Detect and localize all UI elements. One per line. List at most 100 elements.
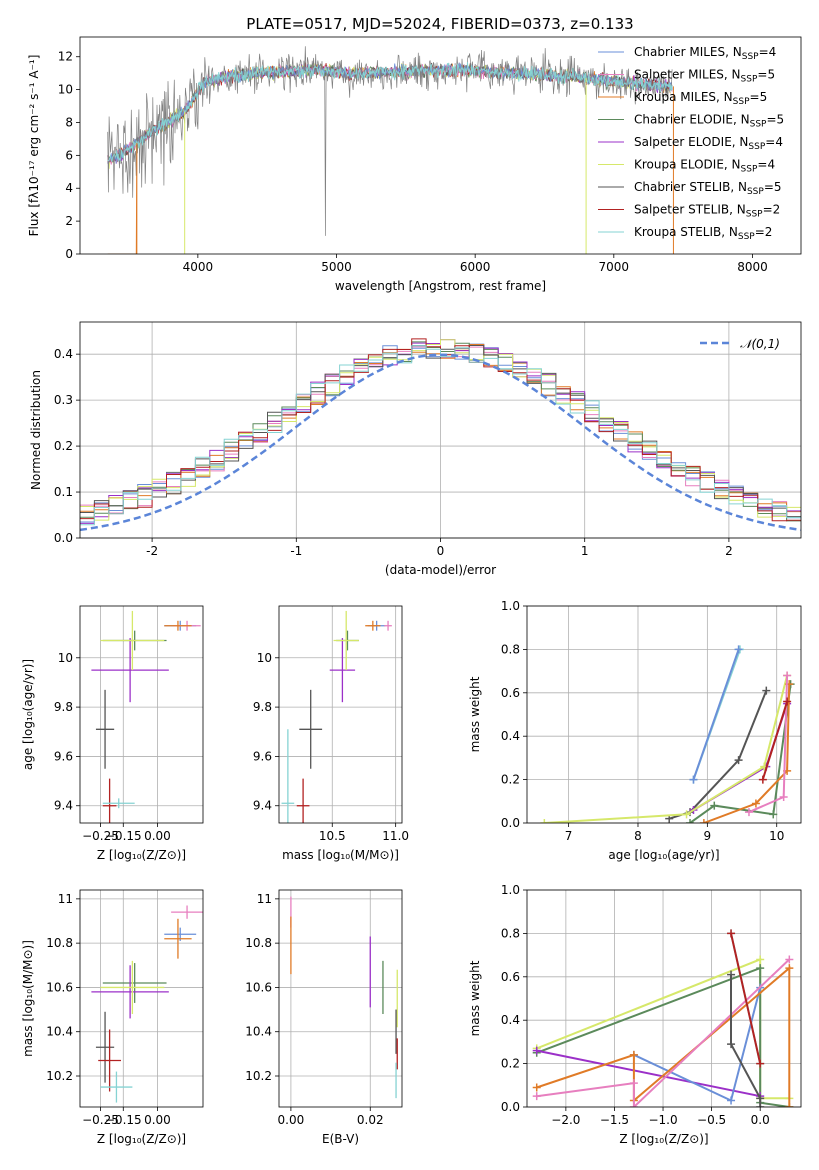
x-tick-label: 11.0 bbox=[382, 829, 409, 843]
series-marker-chabrier_stelib bbox=[762, 686, 771, 695]
y-tick-label: 10.6 bbox=[245, 980, 272, 994]
series-marker-chabrier_miles bbox=[689, 775, 698, 784]
x-axis-label: mass [log₁₀(M/M⊙)] bbox=[282, 848, 399, 862]
y-tick-label: 12 bbox=[58, 50, 73, 64]
series-line-salpeter_stelib bbox=[730, 933, 762, 1064]
y-tick-label: 9.6 bbox=[54, 749, 73, 763]
y-tick-label: 8 bbox=[65, 115, 73, 129]
x-tick-label: 0.00 bbox=[144, 829, 171, 843]
x-tick-label: 2 bbox=[725, 544, 733, 558]
series-marker-kroupa_miles bbox=[532, 1083, 541, 1092]
x-tick-label: 9 bbox=[704, 829, 712, 843]
point-kroupa_miles bbox=[365, 620, 381, 631]
y-tick-label: 0 bbox=[65, 247, 73, 261]
x-tick-label: 5000 bbox=[321, 260, 352, 274]
x-axis-label: Z [log₁₀(Z/Z⊙)] bbox=[619, 1132, 708, 1146]
legend-label-value: =4 bbox=[757, 158, 775, 172]
point-kroupa_stelib bbox=[102, 798, 135, 809]
plot-area bbox=[91, 610, 201, 823]
model-spectrum-kroupa_stelib bbox=[107, 62, 673, 163]
y-tick-label: 10.2 bbox=[46, 1069, 73, 1083]
point-kroupa_stelib bbox=[281, 729, 295, 823]
x-tick-label: 10.5 bbox=[319, 829, 346, 843]
series-line-chabrier_stelib bbox=[730, 974, 762, 1107]
legend-label-salpeter_elodie: Salpeter ELODIE, NSSP=4 bbox=[634, 135, 783, 152]
y-tick-label: 2 bbox=[65, 214, 73, 228]
x-tick-label: 7 bbox=[565, 829, 573, 843]
series-line-salpeter_miles bbox=[536, 958, 790, 1107]
y-axis-label: Normed distribution bbox=[29, 370, 43, 490]
series-marker-salpeter_stelib bbox=[783, 697, 792, 706]
point-kroupa_stelib bbox=[100, 1071, 133, 1103]
series-marker-chabrier_miles bbox=[727, 1096, 736, 1105]
series-marker-salpeter_miles bbox=[629, 1079, 638, 1088]
series-marker-kroupa_elodie bbox=[540, 819, 549, 823]
y-tick-label: 6 bbox=[65, 148, 73, 162]
x-tick-label: −0.25 bbox=[82, 829, 119, 843]
y-axis-label: mass [log₁₀(M/M⊙)] bbox=[21, 940, 35, 1057]
legend-label-text: Salpeter MILES, N bbox=[634, 68, 741, 82]
legend-label-kroupa_stelib: Kroupa STELIB, NSSP=2 bbox=[634, 225, 772, 242]
series-marker-salpeter_stelib bbox=[756, 1059, 765, 1068]
series-marker-chabrier_stelib bbox=[727, 1040, 736, 1049]
legend-label-subscript: SSP bbox=[738, 232, 755, 242]
series-line-chabrier_elodie bbox=[689, 683, 792, 823]
y-tick-label: 0.0 bbox=[501, 816, 520, 830]
legend-label-subscript: SSP bbox=[741, 165, 758, 175]
series-line-kroupa_miles bbox=[703, 684, 791, 823]
point-kroupa_miles bbox=[164, 620, 192, 631]
series-marker-kroupa_miles bbox=[751, 799, 760, 808]
mass-vs-ebv-panel: 0.00 0.02 10.2 10.4 10.6 10.8 11 E(B-V) bbox=[245, 889, 403, 1146]
series-marker-chabrier_elodie bbox=[686, 819, 695, 823]
legend-label-salpeter_stelib: Salpeter STELIB, NSSP=2 bbox=[634, 203, 780, 220]
x-tick-label: 0 bbox=[437, 544, 445, 558]
x-tick-label: 4000 bbox=[183, 260, 214, 274]
y-tick-label: 10.6 bbox=[46, 980, 73, 994]
point-kroupa_elodie bbox=[333, 610, 359, 671]
series-marker-chabrier_stelib bbox=[727, 970, 736, 979]
y-tick-label: 0.0 bbox=[54, 531, 73, 545]
legend-label-subscript: SSP bbox=[750, 120, 767, 130]
x-tick-label: −1.5 bbox=[600, 1113, 629, 1127]
point-chabrier_elodie bbox=[102, 963, 167, 1003]
plot-area bbox=[281, 610, 392, 823]
x-tick-label: 8000 bbox=[737, 260, 768, 274]
axes-frame bbox=[278, 889, 403, 1108]
point-kroupa_elodie bbox=[100, 960, 165, 1014]
series-marker-salpeter_miles bbox=[744, 808, 753, 817]
legend-label-salpeter_miles: Salpeter MILES, NSSP=5 bbox=[634, 68, 775, 85]
mass-weight-vs-age-panel: 7 8 9 10 0.0 0.2 0.4 0.6 0.8 1.0 age [log₁₀(age/yr… bbox=[468, 599, 802, 862]
y-tick-label: 1.0 bbox=[501, 599, 520, 613]
legend-label-value: =4 bbox=[759, 45, 777, 59]
plot-area bbox=[290, 896, 398, 1099]
residuals-panel: -2 -1 0 1 2 0.0 0.1 0.2 0.3 0.4 (data-model)/error… bbox=[29, 321, 802, 577]
x-tick-label: −0.25 bbox=[82, 1113, 119, 1127]
series-marker-chabrier_stelib bbox=[756, 1103, 765, 1107]
x-tick-label: 0.00 bbox=[278, 1113, 305, 1127]
point-salpeter_elodie bbox=[91, 638, 169, 703]
legend-label-value: =5 bbox=[757, 68, 775, 82]
plot-area bbox=[532, 929, 794, 1107]
y-tick-label: 9.4 bbox=[253, 799, 272, 813]
point-kroupa_elodie bbox=[100, 610, 165, 671]
y-tick-label: 0.2 bbox=[501, 1057, 520, 1071]
y-tick-label: 10.4 bbox=[245, 1025, 272, 1039]
legend-label-text: Kroupa ELODIE, N bbox=[634, 158, 741, 172]
y-tick-label: 9.8 bbox=[54, 700, 73, 714]
y-tick-label: 0.8 bbox=[501, 642, 520, 656]
point-chabrier_stelib bbox=[299, 689, 323, 769]
series-marker-salpeter_miles bbox=[785, 955, 794, 964]
legend-label-subscript: SSP bbox=[741, 75, 758, 85]
legend-label-text: Chabrier STELIB, N bbox=[634, 180, 747, 194]
legend-label-subscript: SSP bbox=[742, 52, 759, 62]
y-tick-label: 10.8 bbox=[46, 936, 73, 950]
legend-label-value: =5 bbox=[750, 90, 768, 104]
series-marker-kroupa_miles bbox=[785, 1103, 794, 1107]
legend-label-kroupa_elodie: Kroupa ELODIE, NSSP=4 bbox=[634, 158, 775, 175]
x-axis-label: wavelength [Angstrom, rest frame] bbox=[335, 279, 546, 293]
plot-area bbox=[107, 46, 674, 254]
point-chabrier_stelib bbox=[95, 1011, 115, 1083]
x-tick-label: 8 bbox=[634, 829, 642, 843]
